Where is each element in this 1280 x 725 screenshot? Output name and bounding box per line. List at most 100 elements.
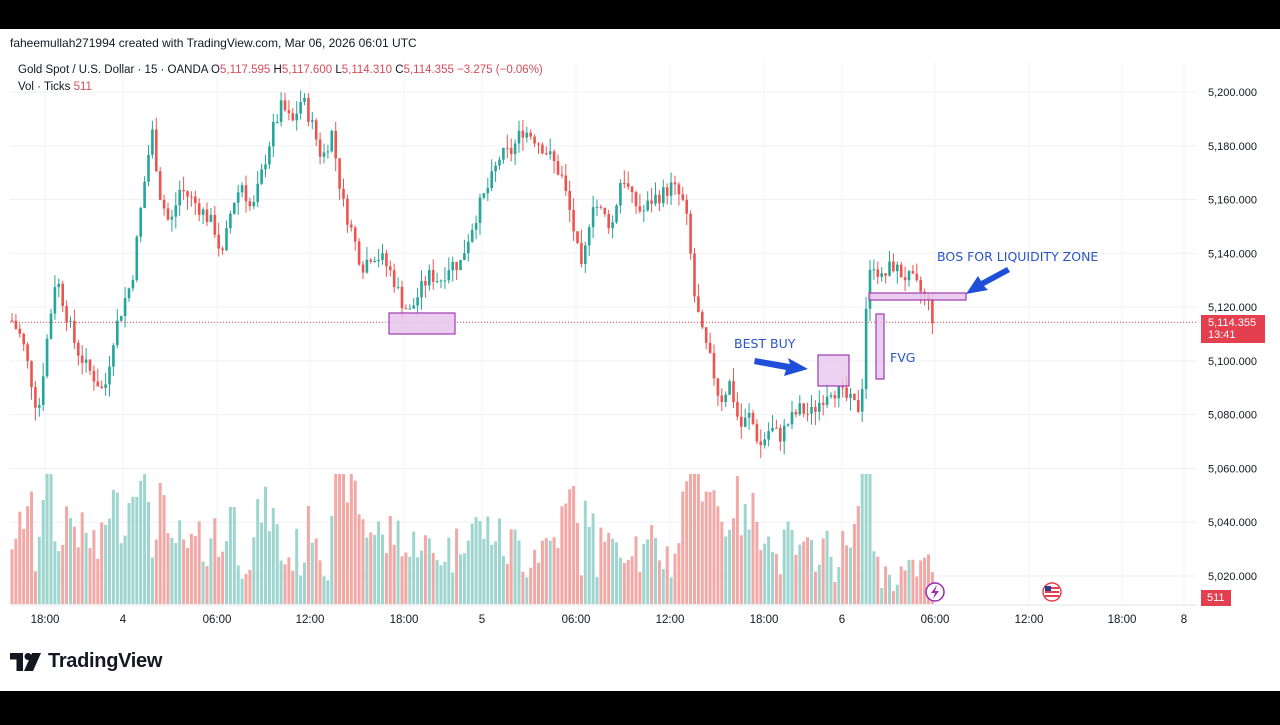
price-axis[interactable]: 5,020.000 5,040.000 5,060.000 5,080.000 5,10… — [1208, 87, 1257, 583]
candle-body — [299, 101, 302, 114]
candle-body — [213, 214, 217, 235]
y-tick-label: 5,180.000 — [1208, 141, 1257, 153]
volume-bar — [92, 529, 96, 604]
candle-body — [272, 122, 275, 147]
candle-body — [45, 338, 49, 377]
lightning-icon[interactable] — [925, 582, 945, 602]
candle-body — [502, 147, 505, 160]
candle-body — [767, 431, 770, 440]
best-buy-arrow[interactable] — [754, 358, 808, 376]
volume-bar — [400, 556, 404, 604]
candle-body — [236, 192, 240, 203]
time-axis[interactable]: 18:00 4 06:00 12:00 18:00 5 06:00 12:00 18:00 6 06… — [10, 604, 1197, 626]
volume-bar — [166, 533, 170, 604]
volume-bar — [817, 564, 821, 604]
candle-body — [311, 120, 314, 122]
volume-bar — [37, 536, 41, 604]
candle-body — [584, 245, 587, 264]
candle-body — [763, 439, 766, 446]
candle-body — [884, 273, 887, 276]
bos-zone[interactable] — [868, 292, 967, 301]
volume-bar — [657, 560, 661, 604]
volume-bar — [459, 554, 462, 604]
candle-body — [420, 281, 423, 298]
candle-body — [486, 188, 490, 194]
volume-bar — [267, 531, 271, 604]
volume-bar — [264, 486, 267, 604]
volume-bar — [310, 542, 314, 604]
candle-body — [162, 199, 166, 209]
volume-bar — [303, 562, 306, 604]
candle-body — [697, 296, 700, 313]
candle-body — [533, 136, 536, 144]
volume-bar — [369, 532, 373, 604]
candle-body — [404, 308, 408, 310]
candle-body — [642, 210, 646, 212]
y-tick-label: 5,060.000 — [1208, 463, 1257, 475]
volume-legend[interactable]: Vol · Ticks 511 — [18, 81, 92, 93]
candle-body — [14, 320, 18, 329]
volume-bar — [837, 567, 841, 604]
fvg-zone[interactable] — [875, 313, 885, 380]
y-tick-label: 5,200.000 — [1208, 87, 1257, 99]
candle-body — [147, 154, 150, 182]
bos-label[interactable]: BOS FOR LIQUIDITY ZONE — [937, 249, 1099, 264]
volume-bar — [143, 474, 147, 604]
us-flag-icon[interactable] — [1042, 582, 1062, 602]
candle-body — [18, 328, 22, 334]
candle-body — [314, 120, 318, 140]
volume-bar — [552, 537, 556, 604]
volume-bar — [689, 474, 693, 604]
volume-bar — [755, 521, 759, 604]
candle-body — [728, 381, 731, 395]
best-buy-zone[interactable] — [817, 354, 850, 387]
bos-arrow[interactable] — [966, 267, 1010, 294]
candle-body — [529, 132, 532, 137]
candle-body — [260, 169, 263, 184]
symbol-name[interactable]: Gold Spot / U.S. Dollar · 15 · OANDA — [18, 64, 208, 76]
liquidity-zone-left[interactable] — [388, 312, 456, 335]
volume-bar — [782, 529, 786, 604]
symbol-legend[interactable]: Gold Spot / U.S. Dollar · 15 · OANDA O5,… — [18, 64, 543, 76]
volume-bar — [100, 522, 104, 604]
fvg-label[interactable]: FVG — [890, 350, 916, 365]
volume-bar — [696, 474, 700, 604]
candle-body — [353, 227, 357, 242]
volume-bar — [174, 543, 178, 604]
candle-body — [291, 113, 295, 121]
volume-bar — [295, 528, 299, 604]
candle-body — [654, 194, 657, 204]
volume-bar — [104, 524, 108, 604]
volume-bar — [583, 500, 587, 604]
volume-bar — [53, 541, 57, 604]
candle-body — [225, 228, 228, 251]
candle-body — [837, 386, 841, 399]
candle-body — [373, 261, 376, 263]
volume-bar — [833, 582, 837, 604]
volume-bar — [529, 567, 533, 604]
candle-body — [194, 196, 197, 204]
best-buy-label[interactable]: BEST BUY — [734, 336, 796, 351]
volume-bar — [10, 549, 14, 604]
volume-bar — [794, 554, 798, 604]
volume-bar — [466, 540, 470, 604]
candle-body — [275, 121, 279, 123]
candle-body — [447, 270, 451, 281]
volume-value: 511 — [73, 81, 92, 93]
volume-label[interactable]: Vol · Ticks — [18, 81, 71, 93]
volume-bar — [299, 575, 303, 604]
volume-bar — [455, 528, 459, 604]
tradingview-logo[interactable]: TradingView — [10, 650, 162, 673]
candle-body — [560, 174, 564, 176]
candle-body — [116, 320, 119, 346]
candle-body — [400, 286, 404, 309]
candle-body — [435, 281, 439, 283]
candle-body — [821, 402, 825, 405]
candle-body — [833, 395, 837, 399]
candle-body — [704, 327, 708, 343]
volume-bar — [57, 551, 61, 604]
candle-body — [470, 229, 474, 242]
change-value: −3.275 (−0.06%) — [457, 64, 543, 76]
volume-bar — [357, 514, 361, 604]
